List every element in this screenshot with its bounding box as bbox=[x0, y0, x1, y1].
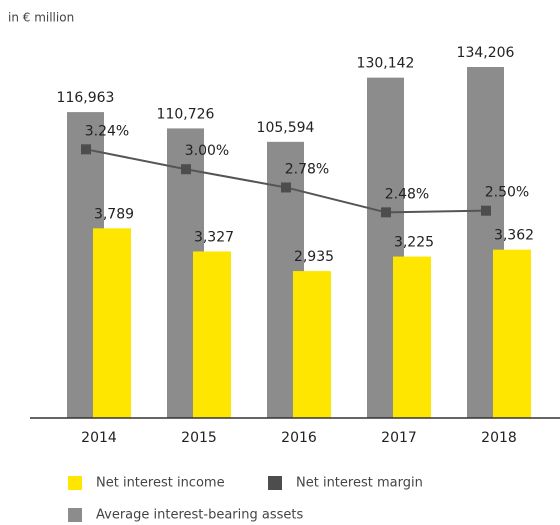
bar bbox=[493, 249, 531, 418]
legend-label: Net interest income bbox=[96, 476, 225, 491]
value-label: 3.00% bbox=[185, 143, 229, 159]
value-label: 2,935 bbox=[294, 249, 334, 265]
value-label: 134,206 bbox=[457, 45, 515, 61]
legend-swatch bbox=[68, 476, 82, 490]
bar bbox=[293, 271, 331, 418]
value-label: 116,963 bbox=[57, 90, 115, 106]
value-label: 3.24% bbox=[85, 123, 129, 139]
bar bbox=[93, 228, 131, 418]
value-label: 3,327 bbox=[194, 229, 234, 245]
value-label: 110,726 bbox=[157, 106, 215, 122]
value-label: 130,142 bbox=[357, 56, 415, 72]
x-tick-label: 2018 bbox=[481, 430, 517, 446]
value-label: 3,225 bbox=[394, 235, 434, 251]
x-tick-label: 2015 bbox=[181, 430, 217, 446]
legend-swatch bbox=[268, 476, 282, 490]
bar bbox=[193, 251, 231, 418]
value-label: 2.50% bbox=[485, 185, 529, 201]
value-label: 3,789 bbox=[94, 206, 134, 222]
chart-subtitle: in € million bbox=[8, 11, 74, 25]
marker bbox=[481, 205, 491, 216]
x-tick-label: 2014 bbox=[81, 430, 117, 446]
bar bbox=[393, 256, 431, 418]
value-label: 3,362 bbox=[494, 228, 534, 244]
legend-label: Net interest margin bbox=[296, 476, 423, 491]
legend-label: Average interest-bearing assets bbox=[96, 508, 303, 523]
x-tick-label: 2016 bbox=[281, 430, 317, 446]
marker bbox=[181, 164, 191, 175]
marker bbox=[281, 182, 291, 193]
value-label: 2.48% bbox=[385, 186, 429, 202]
legend-swatch bbox=[68, 508, 82, 522]
x-tick-label: 2017 bbox=[381, 430, 417, 446]
value-label: 105,594 bbox=[257, 120, 315, 136]
value-label: 2.78% bbox=[285, 161, 329, 177]
marker bbox=[381, 207, 391, 218]
marker bbox=[81, 144, 91, 155]
